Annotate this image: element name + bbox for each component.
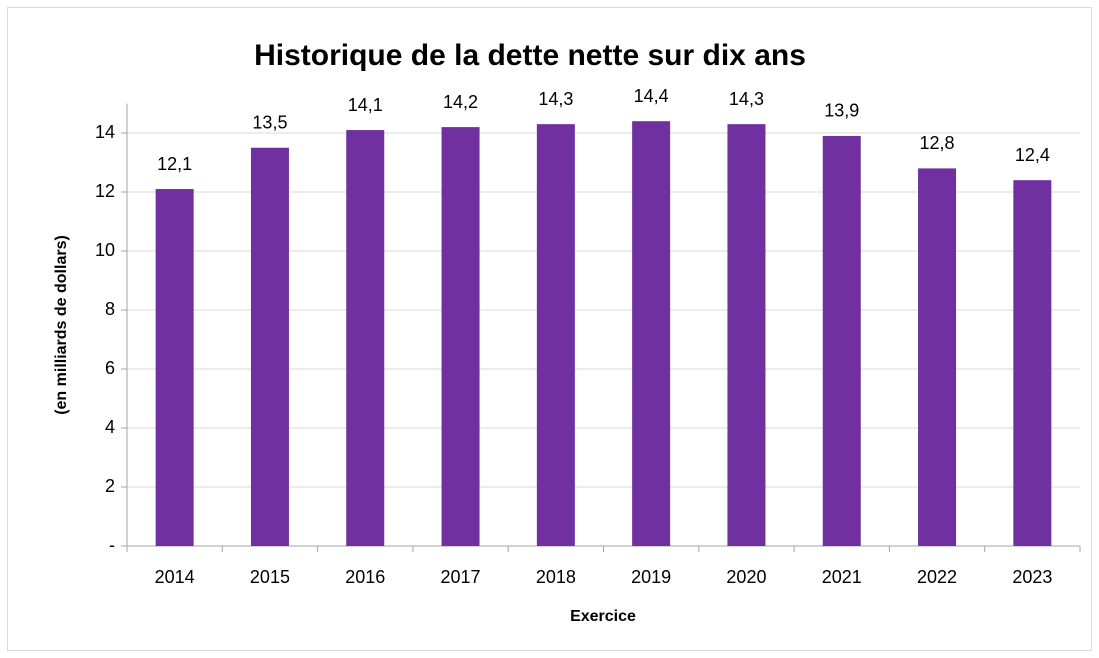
data-label: 13,5 (252, 113, 287, 133)
bar (822, 135, 861, 546)
y-tick-label: 6 (105, 358, 115, 378)
x-tick-label: 2023 (1012, 567, 1052, 587)
x-tick-label: 2019 (631, 567, 671, 587)
y-tick-label: 12 (95, 181, 115, 201)
bar (918, 168, 957, 546)
bar (441, 127, 480, 546)
y-tick-label: 2 (105, 476, 115, 496)
x-tick-label: 2021 (822, 567, 862, 587)
x-tick-label: 2014 (155, 567, 195, 587)
bar (155, 189, 194, 547)
x-tick-label: 2016 (345, 567, 385, 587)
y-tick-label: - (109, 535, 115, 555)
bar (632, 121, 671, 546)
bar (250, 147, 289, 546)
x-tick-label: 2020 (726, 567, 766, 587)
x-axis-label: Exercice (570, 608, 636, 625)
chart-title: Historique de la dette nette sur dix ans (254, 39, 806, 72)
data-label: 12,8 (920, 133, 955, 153)
x-tick-label: 2017 (441, 567, 481, 587)
y-tick-label: 8 (105, 299, 115, 319)
data-label: 12,1 (157, 154, 192, 174)
y-tick-label: 14 (95, 122, 115, 142)
x-tick-label: 2022 (917, 567, 957, 587)
data-label: 12,4 (1015, 145, 1050, 165)
data-label: 14,3 (729, 89, 764, 109)
bar (536, 124, 575, 547)
y-tick-label: 10 (95, 240, 115, 260)
bar (727, 124, 766, 547)
y-axis-label: (en milliards de dollars) (53, 235, 70, 415)
x-tick-label: 2015 (250, 567, 290, 587)
y-tick-label: 4 (105, 417, 115, 437)
data-label: 14,1 (348, 95, 383, 115)
data-label: 14,3 (538, 89, 573, 109)
x-tick-label: 2018 (536, 567, 576, 587)
bar (346, 130, 385, 547)
data-label: 13,9 (824, 101, 859, 121)
bar (1013, 180, 1052, 546)
data-label: 14,2 (443, 92, 478, 112)
data-label: 14,4 (634, 86, 669, 106)
